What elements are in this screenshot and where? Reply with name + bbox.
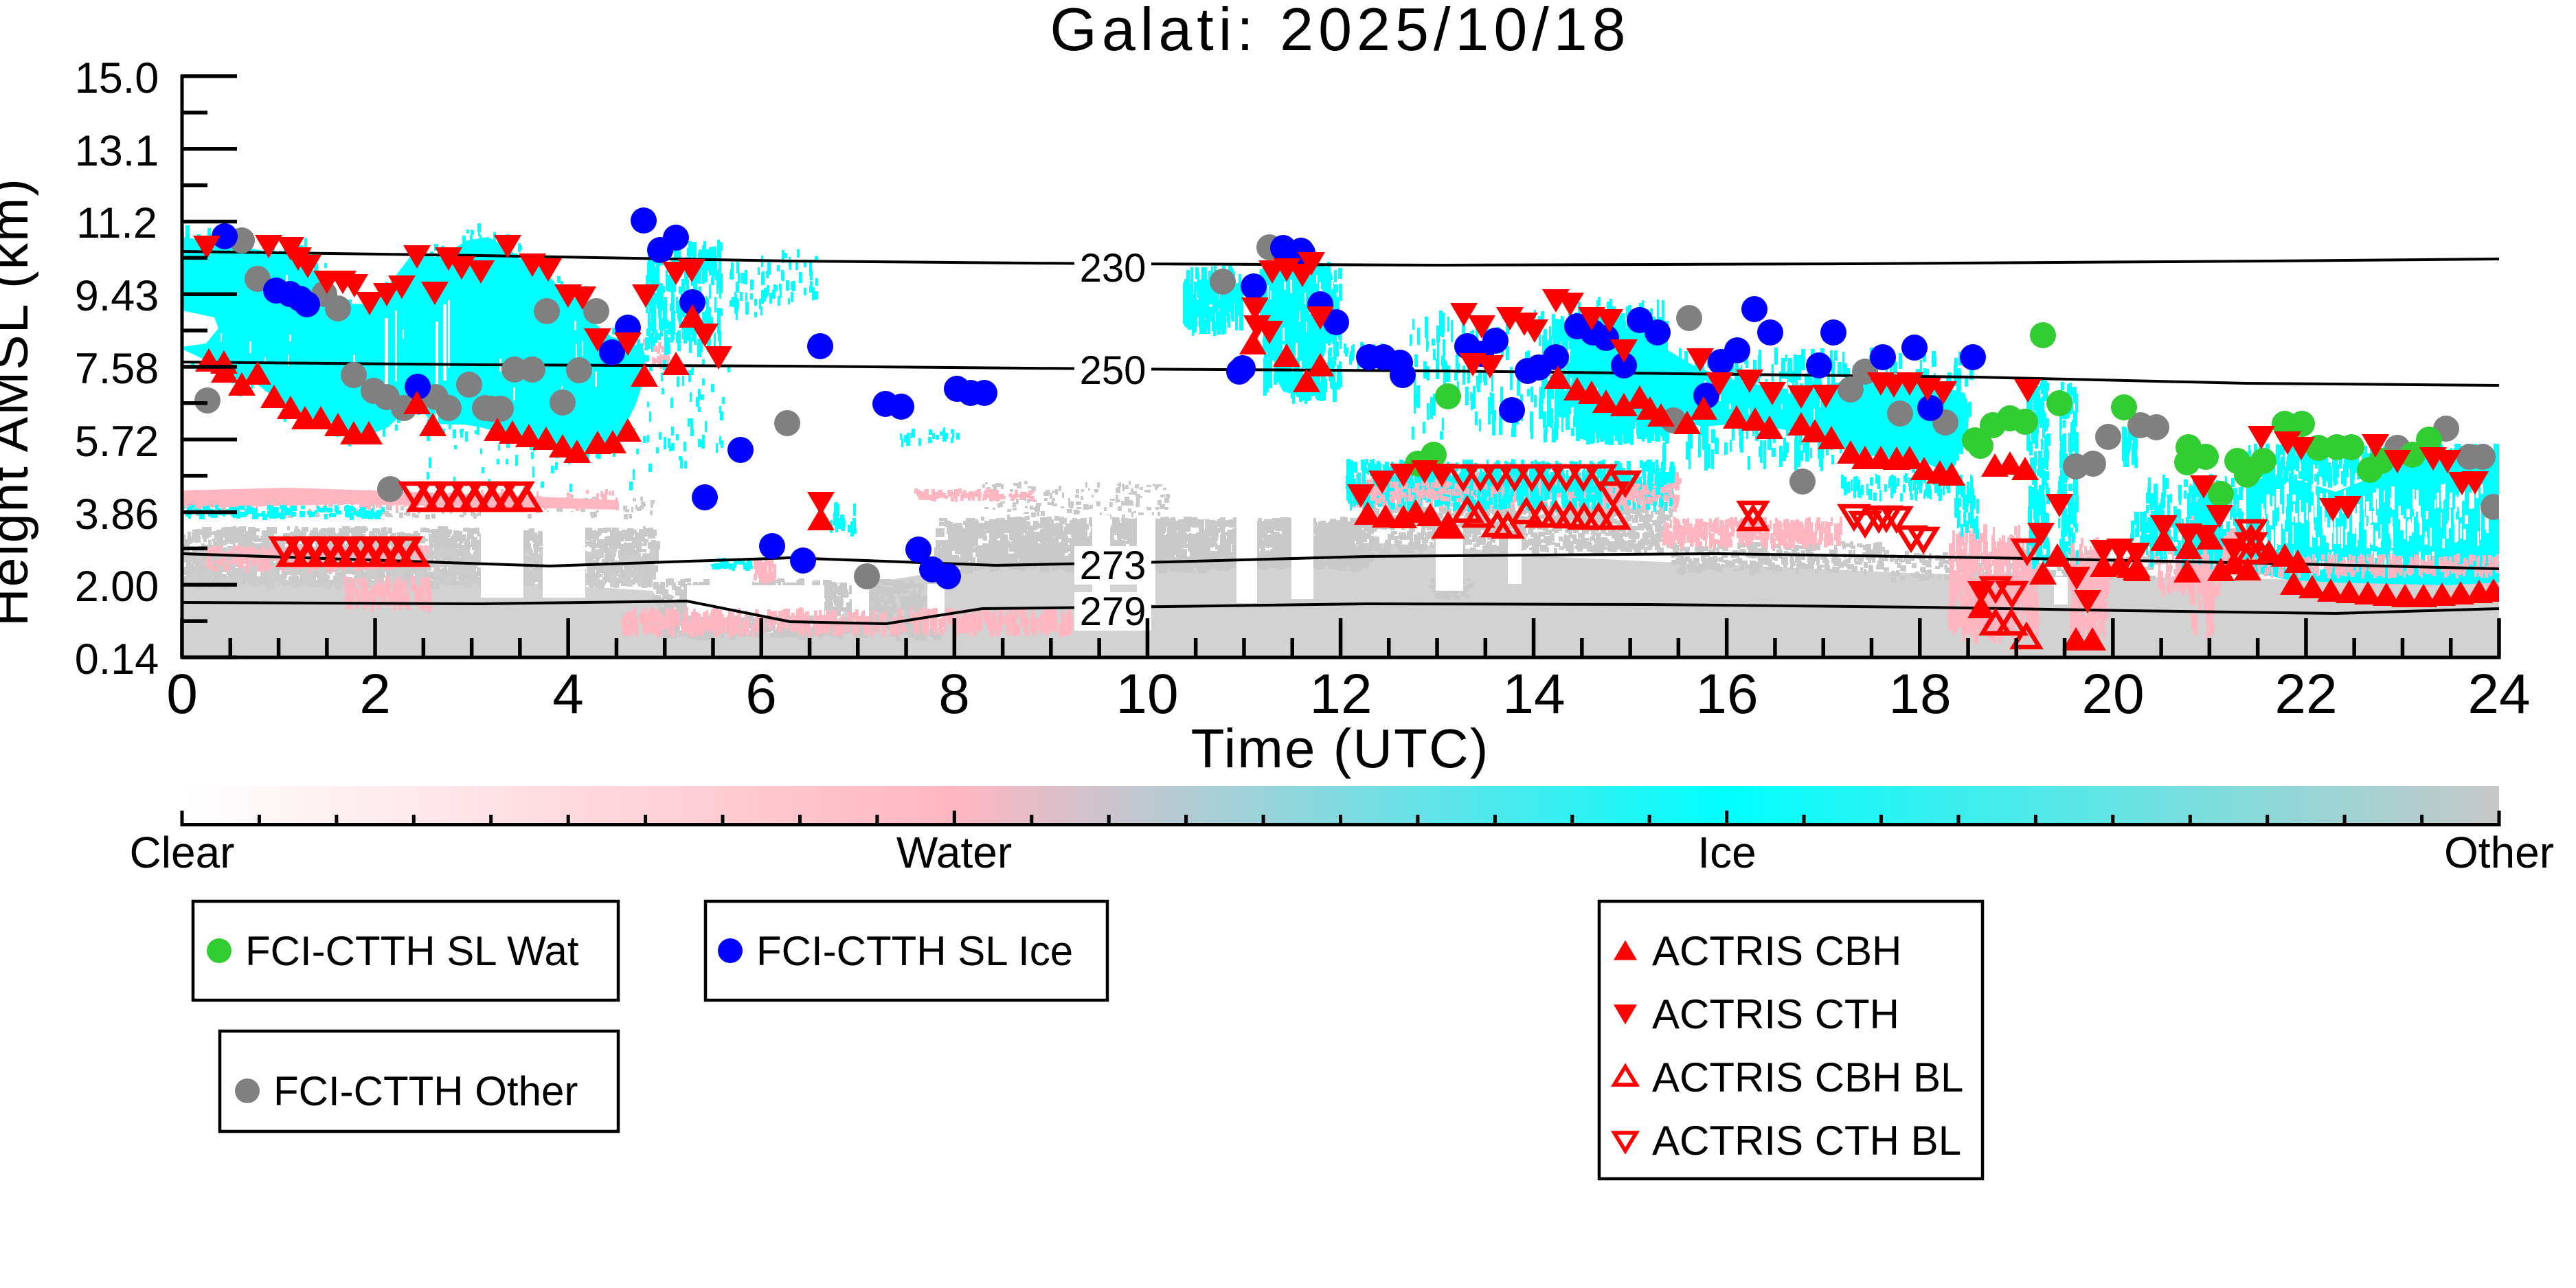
- svg-text:10: 10: [1116, 663, 1178, 725]
- svg-text:9.43: 9.43: [75, 272, 159, 320]
- svg-text:250: 250: [1080, 348, 1146, 393]
- svg-text:14: 14: [1502, 663, 1565, 725]
- svg-text:279: 279: [1080, 589, 1146, 634]
- svg-text:Time (UTC): Time (UTC): [1191, 718, 1490, 779]
- svg-text:12: 12: [1309, 663, 1372, 725]
- svg-text:0: 0: [166, 663, 198, 725]
- svg-text:ACTRIS CTH BL: ACTRIS CTH BL: [1652, 1118, 1961, 1164]
- svg-text:Height AMSL (km): Height AMSL (km): [0, 177, 39, 626]
- svg-text:FCI-CTTH SL Wat: FCI-CTTH SL Wat: [245, 928, 579, 974]
- svg-text:6: 6: [745, 663, 777, 725]
- svg-text:11.2: 11.2: [76, 199, 157, 247]
- svg-text:3.86: 3.86: [75, 490, 159, 539]
- svg-text:18: 18: [1888, 663, 1951, 725]
- svg-text:Ice: Ice: [1697, 828, 1756, 877]
- svg-text:4: 4: [552, 663, 584, 725]
- svg-text:230: 230: [1080, 246, 1146, 291]
- svg-text:16: 16: [1695, 663, 1758, 725]
- svg-text:15.0: 15.0: [75, 54, 159, 102]
- svg-text:20: 20: [2081, 663, 2144, 725]
- svg-text:Galati: 2025/10/18: Galati: 2025/10/18: [1050, 0, 1630, 63]
- svg-text:FCI-CTTH SL Ice: FCI-CTTH SL Ice: [756, 928, 1073, 974]
- svg-text:24: 24: [2467, 663, 2530, 725]
- svg-text:ACTRIS CTH: ACTRIS CTH: [1652, 991, 1899, 1037]
- svg-text:0.14: 0.14: [75, 635, 159, 683]
- svg-text:8: 8: [938, 663, 970, 725]
- svg-text:13.1: 13.1: [75, 127, 159, 175]
- svg-text:22: 22: [2274, 663, 2337, 725]
- svg-text:ACTRIS CBH: ACTRIS CBH: [1652, 928, 1901, 974]
- svg-text:273: 273: [1080, 543, 1146, 588]
- svg-text:2: 2: [359, 663, 391, 725]
- svg-text:ACTRIS CBH BL: ACTRIS CBH BL: [1652, 1054, 1963, 1100]
- svg-text:Other: Other: [2444, 828, 2554, 877]
- svg-text:2.00: 2.00: [75, 563, 159, 611]
- svg-text:Clear: Clear: [130, 828, 235, 877]
- svg-text:FCI-CTTH Other: FCI-CTTH Other: [273, 1068, 578, 1114]
- svg-text:5.72: 5.72: [75, 418, 159, 466]
- svg-text:Water: Water: [896, 828, 1012, 877]
- svg-text:7.58: 7.58: [75, 345, 159, 393]
